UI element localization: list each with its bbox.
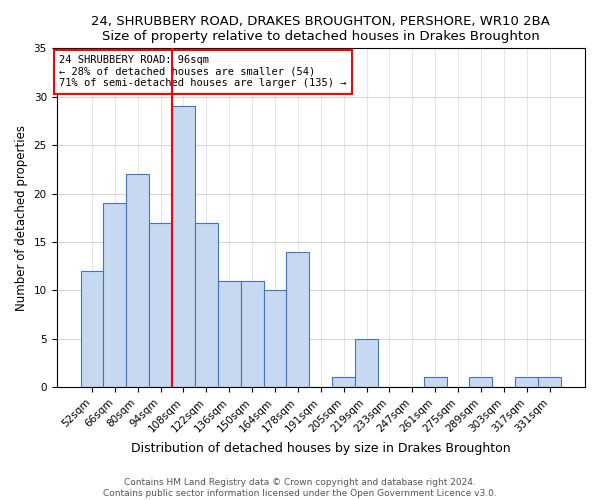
Bar [195, 222, 218, 387]
Bar [172, 106, 195, 387]
Bar [80, 271, 103, 387]
Bar [355, 338, 378, 387]
Bar [149, 222, 172, 387]
Bar [538, 378, 561, 387]
Bar [515, 378, 538, 387]
Bar [218, 280, 241, 387]
Bar [332, 378, 355, 387]
Y-axis label: Number of detached properties: Number of detached properties [15, 124, 28, 310]
X-axis label: Distribution of detached houses by size in Drakes Broughton: Distribution of detached houses by size … [131, 442, 511, 455]
Bar [286, 252, 310, 387]
Title: 24, SHRUBBERY ROAD, DRAKES BROUGHTON, PERSHORE, WR10 2BA
Size of property relati: 24, SHRUBBERY ROAD, DRAKES BROUGHTON, PE… [91, 15, 550, 43]
Bar [127, 174, 149, 387]
Text: 24 SHRUBBERY ROAD: 96sqm
← 28% of detached houses are smaller (54)
71% of semi-d: 24 SHRUBBERY ROAD: 96sqm ← 28% of detach… [59, 55, 347, 88]
Bar [241, 280, 263, 387]
Text: Contains HM Land Registry data © Crown copyright and database right 2024.
Contai: Contains HM Land Registry data © Crown c… [103, 478, 497, 498]
Bar [469, 378, 493, 387]
Bar [263, 290, 286, 387]
Bar [424, 378, 446, 387]
Bar [103, 203, 127, 387]
